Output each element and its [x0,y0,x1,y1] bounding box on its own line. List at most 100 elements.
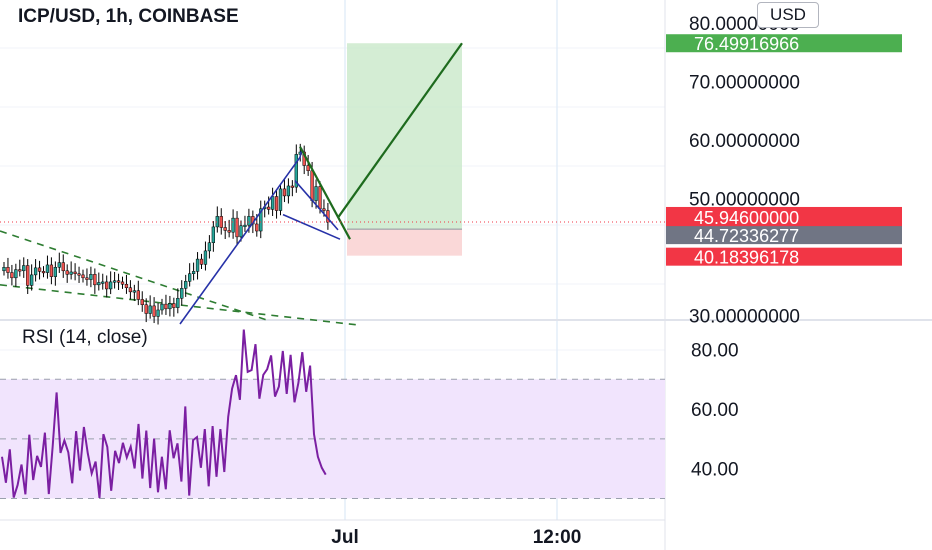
time-axis[interactable]: Jul 12:00 [331,527,581,548]
trend-lines[interactable] [0,230,361,326]
candle-body [211,226,215,243]
candle-body [191,271,196,274]
candle-body [168,303,172,310]
candle-body [282,188,287,197]
price-flag-price [666,247,902,266]
candle-body [105,281,109,290]
candle-body [231,217,235,233]
candle-body [57,262,61,268]
stop-loss-zone[interactable] [347,229,462,256]
candle-body [93,274,97,286]
candle-body [85,277,89,280]
candle-body [318,186,322,210]
candle-body [65,270,69,275]
candle-body [144,304,148,314]
time-tick-label: Jul [331,527,358,548]
candle-body [89,274,93,280]
flag-lower-line[interactable] [282,213,341,240]
candle-body [18,269,22,272]
projection-line[interactable] [337,42,463,219]
price-flag-gray [666,226,902,245]
rsi-tick-label: 80.00 [691,341,739,362]
candle-body [314,186,318,201]
upper-trend-line[interactable] [0,230,271,322]
candle-body [176,298,180,308]
profit-zone[interactable] [347,43,462,230]
candle-body [259,208,263,232]
candle-body [270,196,275,210]
candle-body [49,264,54,277]
rsi-line [1,329,327,499]
candle-body [239,225,243,238]
lower-trend-line[interactable] [0,284,361,326]
candle-body [61,262,65,272]
candle-body [195,258,200,272]
candle-body [41,271,46,274]
candle-body [136,290,140,300]
candle-body [203,250,208,265]
candle-body [188,273,192,282]
candle-body [156,309,160,317]
candle-body [278,188,283,211]
time-tick-label: 12:00 [533,527,582,548]
pullback-line[interactable] [299,146,351,240]
rsi-axis[interactable]: 80.00 60.00 40.00 [691,341,739,481]
candle-body [294,154,298,188]
candlestick-series [2,143,330,325]
candle-body [310,170,314,201]
candle-body [30,274,34,286]
candle-body [77,273,81,276]
chart-title: ICP/USD, 1h, COINBASE [18,6,239,27]
price-flag-label: 44.72336277 [694,226,799,246]
candle-body [247,216,251,226]
price-tick-label: 70.00000000 [689,72,800,93]
candle-body [219,216,223,228]
candle-body [22,265,26,272]
candle-body [2,267,6,272]
candle-body [120,281,125,285]
candle-body [286,185,291,197]
candle-body [148,305,152,314]
candle-body [199,258,204,265]
candle-body [235,217,239,238]
candle-body [152,305,156,317]
candle-body [73,271,77,274]
rsi-tick-label: 40.00 [691,460,739,481]
currency-button[interactable]: USD [757,2,819,28]
candle-body [207,242,212,252]
candle-body [26,265,30,286]
price-flags: 76.4991696645.9460000012:3744.7233627740… [666,34,902,268]
rsi-tick-label: 60.00 [691,400,739,421]
candle-body [128,287,133,293]
price-axis[interactable]: 100.0000000090.0000000080.0000000070.000… [689,0,811,328]
candle-body [45,264,50,273]
rsi-title: RSI (14, close) [22,327,148,348]
price-flag-label: 76.49916966 [694,34,799,54]
candle-body [37,267,42,272]
price-tick-label: 30.00000000 [689,306,800,327]
price-flag-label: 45.94600000 [694,208,799,228]
candle-body [109,281,113,290]
candle-body [306,165,310,172]
candle-body [81,274,85,279]
price-flag-label: 40.18396178 [694,248,799,268]
candle-body [101,281,105,284]
pattern-drawing[interactable] [179,42,463,325]
flag-upper-line[interactable] [294,180,339,231]
candle-body [160,303,164,311]
candle-body [290,185,295,188]
candle-body [97,282,101,286]
price-tick-label: 60.00000000 [689,131,800,152]
candle-body [14,269,18,279]
candle-body [164,303,168,310]
position-zones[interactable] [347,43,462,256]
candle-body [132,290,136,293]
candle-body [223,227,227,231]
price-flag-target [666,34,902,53]
candle-body [33,267,38,276]
candle-body [116,280,121,283]
candle-body [255,223,259,232]
candle-body [112,280,117,283]
